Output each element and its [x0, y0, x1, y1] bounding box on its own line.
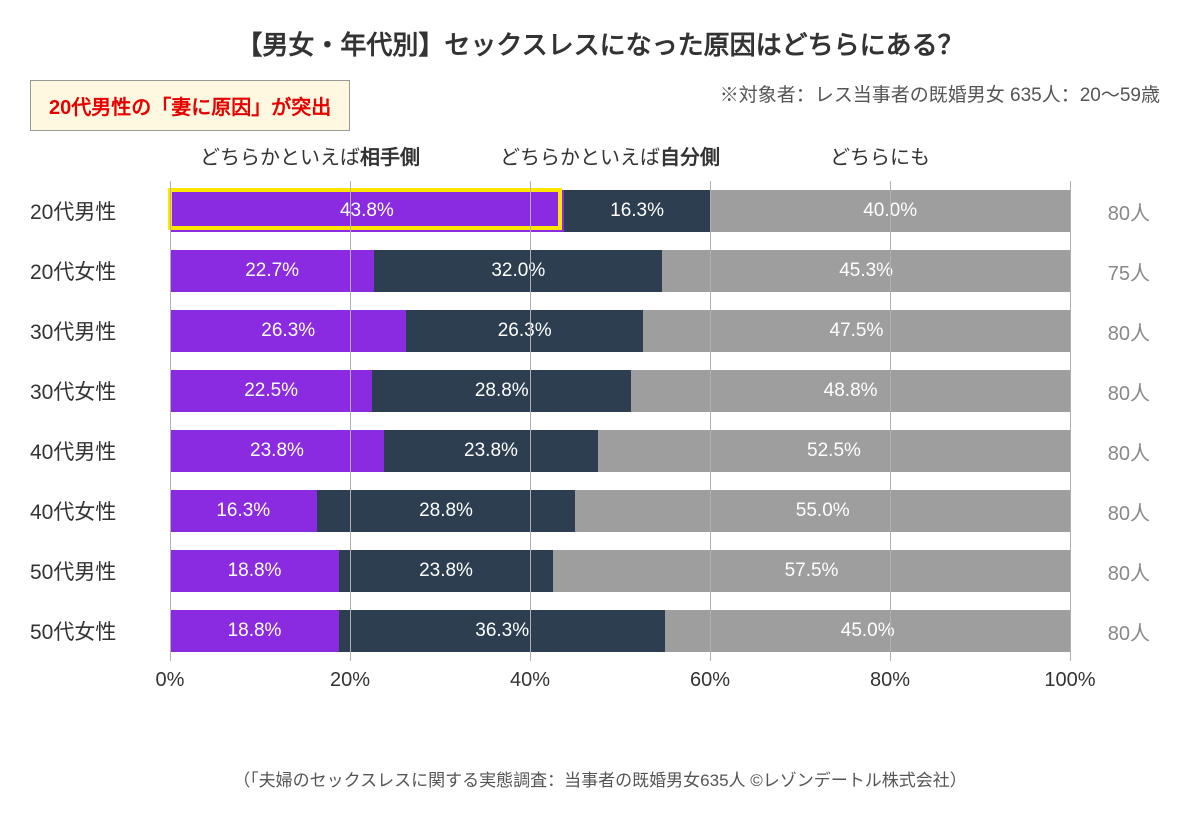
row-count: 80人 [1070, 617, 1150, 646]
legend-item: どちらかといえば自分側 [500, 141, 720, 170]
gridline [530, 181, 531, 661]
row-count: 80人 [1070, 317, 1150, 346]
row-label: 40代男性 [30, 436, 170, 466]
x-axis: 0%20%40%60%80%100% [170, 661, 1070, 691]
row-label: 50代男性 [30, 556, 170, 586]
row-label: 30代男性 [30, 316, 170, 346]
gridline [1070, 181, 1071, 661]
row-count: 80人 [1070, 377, 1150, 406]
x-tick-label: 80% [870, 669, 910, 692]
x-tick-label: 20% [330, 669, 370, 692]
subtitle-row: 20代男性の「妻に原因」が突出 ※対象者：レス当事者の既婚男女 635人：20～… [30, 80, 1170, 131]
row-label: 40代女性 [30, 496, 170, 526]
row-count: 75人 [1070, 257, 1150, 286]
x-tick-label: 60% [690, 669, 730, 692]
row-count: 80人 [1070, 497, 1150, 526]
footer-credit: （「夫婦のセックスレスに関する実態調査：当事者の既婚男女635人 ©レゾンデート… [30, 766, 1170, 791]
row-count: 80人 [1070, 197, 1150, 226]
x-tick-label: 100% [1044, 669, 1095, 692]
row-label: 20代男性 [30, 196, 170, 226]
x-tick-label: 40% [510, 669, 550, 692]
legend-item: どちらにも [830, 141, 930, 170]
gridline [350, 181, 351, 661]
sample-note: ※対象者：レス当事者の既婚男女 635人：20～59歳 [720, 80, 1160, 107]
legend-item: どちらかといえば相手側 [200, 141, 420, 170]
highlight-callout: 20代男性の「妻に原因」が突出 [30, 80, 350, 131]
gridline [890, 181, 891, 661]
gridline [170, 181, 171, 661]
row-label: 30代女性 [30, 376, 170, 406]
chart-title: 【男女・年代別】セックスレスになった原因はどちらにある？ [30, 25, 1170, 62]
x-tick-label: 0% [156, 669, 185, 692]
chart-area: 20代男性43.8%16.3%40.0%80人20代女性22.7%32.0%45… [30, 181, 1170, 691]
plot-grid [170, 181, 1070, 661]
row-label: 50代女性 [30, 616, 170, 646]
row-count: 80人 [1070, 557, 1150, 586]
row-count: 80人 [1070, 437, 1150, 466]
gridline [710, 181, 711, 661]
legend-row: どちらかといえば相手側 どちらかといえば自分側 どちらにも [170, 141, 1170, 175]
row-label: 20代女性 [30, 256, 170, 286]
